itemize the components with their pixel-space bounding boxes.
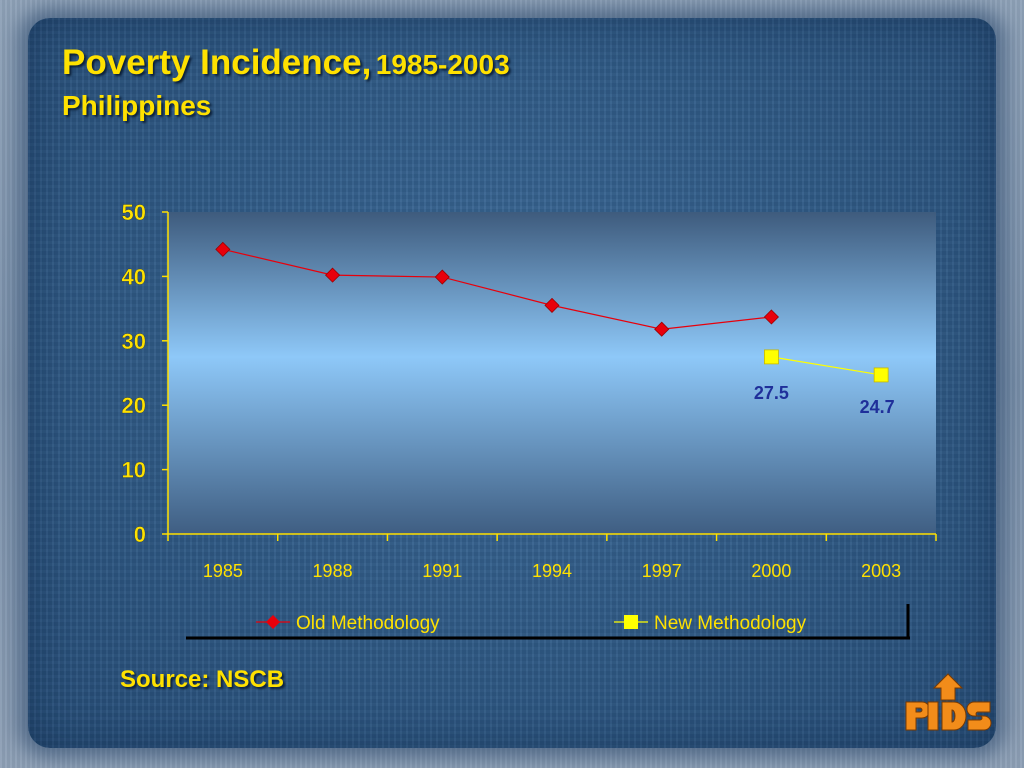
y-tick-label: 40	[122, 264, 146, 289]
title-range: 1985-2003	[375, 49, 510, 80]
series-line-new	[771, 356, 882, 376]
chart-series: 27.5 24.7	[215, 241, 895, 417]
data-point-new	[764, 349, 779, 365]
data-point-old	[325, 267, 341, 283]
legend-label-new: New Methodology	[654, 613, 807, 634]
slide-title: Poverty Incidence, 1985-2003	[62, 43, 510, 83]
data-label: 27.5	[754, 383, 789, 403]
y-tick-label: 30	[122, 329, 146, 354]
y-tick-label: 10	[122, 458, 146, 483]
data-point-old	[434, 269, 450, 285]
data-point-new	[873, 367, 889, 383]
x-tick-label: 1997	[642, 561, 682, 581]
title-main: Poverty Incidence,	[62, 43, 372, 82]
data-point-old	[763, 309, 779, 325]
y-tick-label: 50	[122, 200, 146, 225]
data-point-old	[544, 297, 560, 313]
series-line-old	[222, 248, 772, 330]
y-tick-label: 20	[122, 393, 146, 418]
legend-marker-new	[624, 615, 638, 629]
slide-subtitle: Philippines	[62, 90, 212, 121]
y-tick-label: 0	[134, 522, 146, 547]
legend-marker-old	[266, 615, 280, 629]
chart-legend: Old Methodology New Methodology	[186, 604, 910, 640]
source-note: Source: NSCB	[120, 666, 285, 693]
x-tick-label: 1988	[313, 561, 353, 581]
x-tick-label: 1994	[532, 561, 572, 581]
x-tick-label: 2000	[751, 561, 791, 581]
x-tick-label: 1985	[203, 561, 243, 581]
data-point-old	[654, 321, 670, 337]
chart-axes: 0 10 20 30 40 50 1985 1988 1991 1994 1997 2000 2003	[121, 200, 937, 581]
data-label: 24.7	[860, 397, 895, 417]
x-tick-label: 1991	[422, 561, 462, 581]
pids-logo	[905, 673, 992, 731]
data-point-old	[215, 241, 231, 257]
x-tick-label: 2003	[861, 561, 901, 581]
plot-area	[168, 212, 936, 534]
legend-label-old: Old Methodology	[296, 613, 440, 634]
